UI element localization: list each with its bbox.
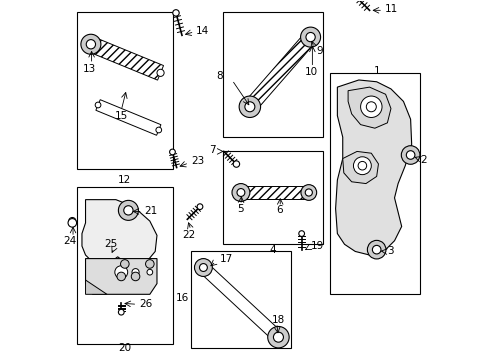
Circle shape: [169, 149, 175, 155]
Polygon shape: [244, 32, 315, 112]
Circle shape: [115, 266, 127, 279]
Polygon shape: [342, 152, 378, 184]
Circle shape: [353, 157, 370, 175]
Circle shape: [237, 189, 244, 197]
Circle shape: [233, 161, 239, 167]
Text: 13: 13: [82, 64, 96, 74]
Text: 25: 25: [104, 239, 117, 249]
Text: 3: 3: [386, 247, 393, 256]
Circle shape: [357, 161, 366, 170]
Circle shape: [68, 219, 77, 227]
Text: 22: 22: [182, 230, 195, 240]
Circle shape: [117, 272, 125, 281]
Circle shape: [118, 309, 124, 315]
Circle shape: [298, 231, 304, 237]
Circle shape: [197, 204, 203, 210]
Circle shape: [194, 258, 212, 276]
Circle shape: [305, 32, 315, 42]
Text: 21: 21: [144, 206, 158, 216]
Circle shape: [300, 27, 320, 47]
Polygon shape: [82, 200, 157, 266]
Bar: [223, 152, 323, 244]
Text: 23: 23: [190, 157, 204, 166]
Circle shape: [366, 240, 385, 259]
Circle shape: [360, 96, 381, 117]
Circle shape: [406, 151, 414, 159]
Bar: [77, 12, 173, 169]
Text: 17: 17: [220, 254, 233, 264]
Bar: [77, 187, 173, 344]
Text: 18: 18: [271, 315, 285, 325]
Circle shape: [132, 269, 139, 276]
Circle shape: [372, 246, 380, 254]
Text: 8: 8: [216, 71, 223, 81]
Circle shape: [86, 40, 95, 49]
Circle shape: [267, 327, 288, 348]
Text: 16: 16: [175, 293, 188, 303]
Polygon shape: [85, 258, 157, 294]
Text: 11: 11: [384, 4, 397, 14]
Bar: [223, 12, 323, 137]
Text: 24: 24: [62, 236, 76, 246]
Text: 12: 12: [118, 175, 131, 185]
Text: 6: 6: [276, 205, 282, 215]
Polygon shape: [96, 100, 161, 135]
Circle shape: [199, 264, 207, 271]
Polygon shape: [85, 280, 107, 294]
Text: 14: 14: [196, 26, 209, 36]
Text: 19: 19: [310, 241, 323, 251]
Circle shape: [147, 269, 152, 275]
Circle shape: [121, 260, 129, 268]
Circle shape: [366, 102, 376, 112]
Bar: [329, 73, 419, 294]
Text: 9: 9: [315, 46, 322, 57]
Circle shape: [145, 260, 154, 268]
Circle shape: [239, 96, 260, 117]
Text: 2: 2: [420, 155, 427, 165]
Text: 15: 15: [114, 111, 128, 121]
Text: 7: 7: [209, 145, 216, 155]
Circle shape: [157, 69, 164, 76]
Circle shape: [81, 34, 101, 54]
Text: 10: 10: [305, 67, 318, 77]
Bar: [190, 251, 290, 348]
Text: 1: 1: [373, 66, 379, 76]
Circle shape: [231, 184, 249, 202]
Polygon shape: [335, 80, 411, 255]
Circle shape: [273, 332, 283, 342]
Circle shape: [244, 102, 254, 112]
Circle shape: [69, 217, 76, 225]
Polygon shape: [241, 186, 308, 199]
Circle shape: [401, 146, 419, 164]
Circle shape: [300, 185, 316, 201]
Text: 4: 4: [269, 245, 276, 255]
Polygon shape: [199, 263, 282, 342]
Circle shape: [131, 272, 140, 281]
Polygon shape: [88, 37, 163, 80]
Circle shape: [172, 10, 179, 16]
Text: 20: 20: [118, 343, 131, 353]
Text: 26: 26: [139, 299, 152, 309]
Circle shape: [305, 189, 312, 196]
Text: 5: 5: [236, 203, 243, 213]
Circle shape: [118, 201, 138, 220]
Circle shape: [123, 206, 133, 215]
Circle shape: [95, 102, 101, 108]
Polygon shape: [347, 87, 390, 128]
Circle shape: [156, 127, 162, 133]
